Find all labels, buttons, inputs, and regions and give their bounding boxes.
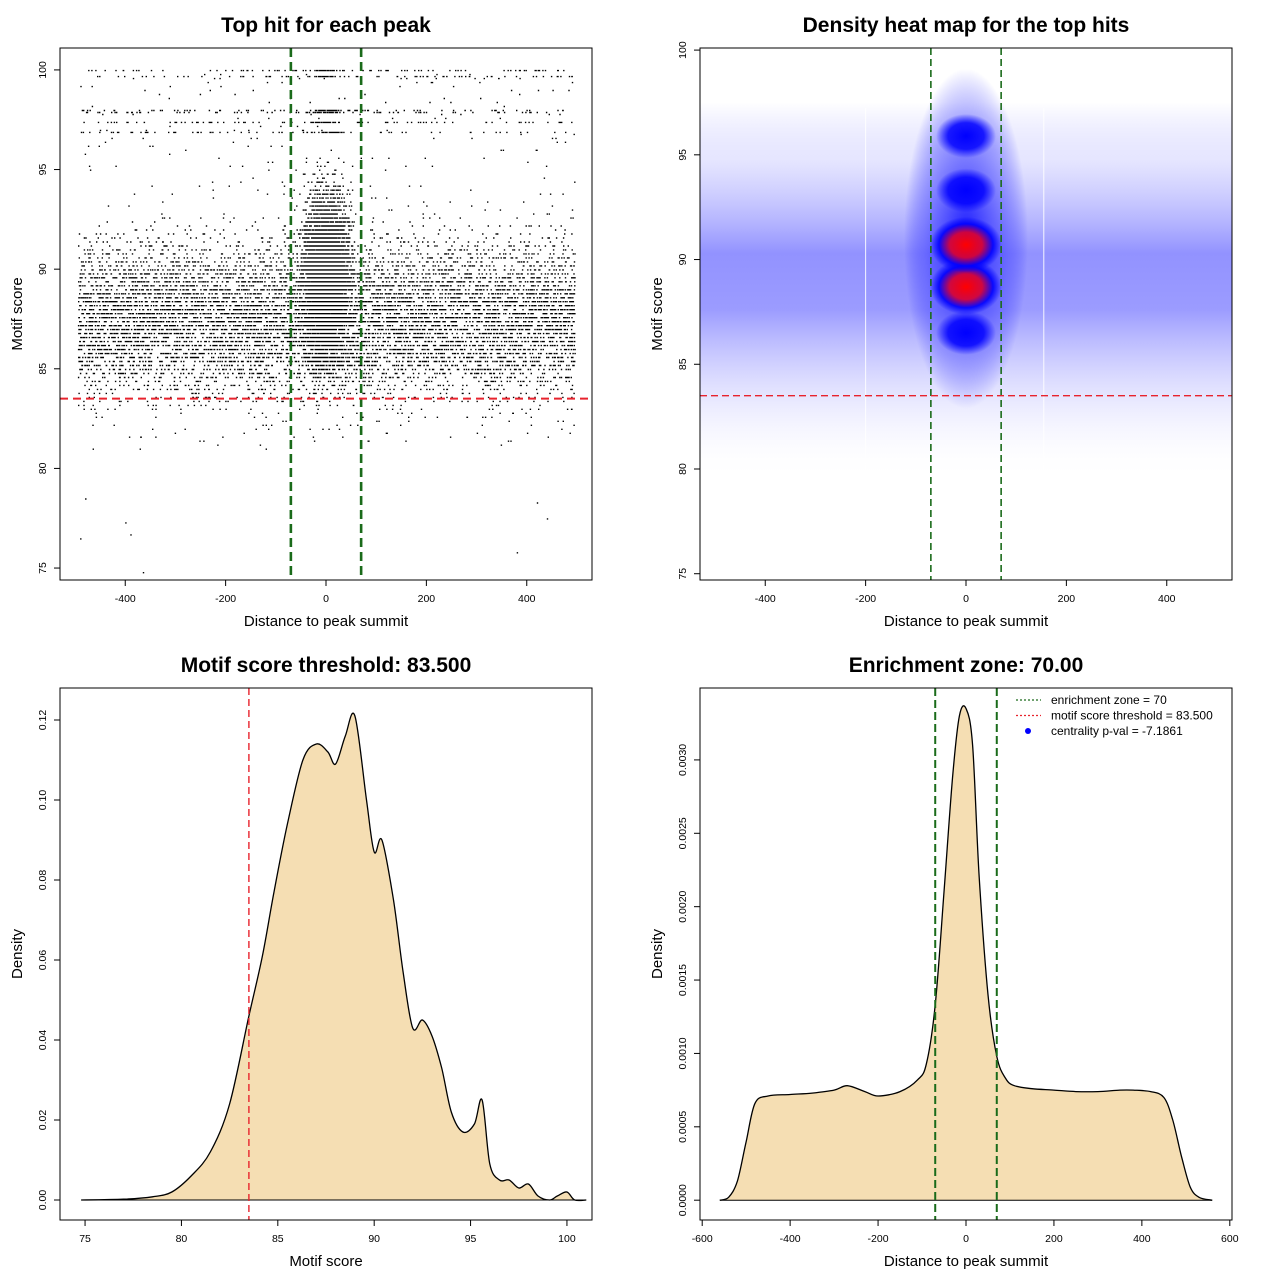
x-tick-label: 600 (1221, 1233, 1239, 1245)
scatter-point (77, 69, 576, 574)
legend-entry-label: centrality p-val = -7.1861 (1051, 724, 1183, 738)
y-tick-label: 75 (677, 568, 689, 580)
density-fill (719, 705, 1213, 1201)
y-tick-label: 0.0025 (677, 817, 689, 849)
y-tick-label: 75 (37, 562, 49, 574)
x-tick-label: 200 (1058, 593, 1076, 605)
y-tick-label: 0.0005 (677, 1111, 689, 1143)
x-tick-label: 85 (272, 1233, 284, 1245)
density-fill (81, 713, 587, 1201)
heatmap-hotspot (936, 113, 996, 158)
y-tick-label: 90 (37, 263, 49, 275)
y-tick-label: 0.0030 (677, 744, 689, 776)
y-tick-label: 0.08 (37, 870, 49, 891)
x-tick-label: -400 (780, 1233, 801, 1245)
x-tick-label: 400 (1158, 593, 1176, 605)
panel-4-frame (699, 687, 1233, 1221)
x-tick-label: 100 (558, 1233, 576, 1245)
y-tick-label: 0.00 (37, 1190, 49, 1211)
heatmap-hotspot (930, 258, 1002, 315)
x-tick-label: 80 (176, 1233, 188, 1245)
panel-3-x-axis-label: Motif score (289, 1253, 362, 1270)
x-tick-label: -400 (115, 593, 136, 605)
y-tick-label: 100 (677, 41, 689, 59)
y-tick-label: 0.04 (37, 1030, 49, 1051)
y-tick-label: 85 (37, 363, 49, 375)
density-layer (81, 712, 587, 1202)
legend-entry-label: motif score threshold = 83.500 (1051, 709, 1213, 723)
legend-point-marker (1025, 728, 1031, 734)
x-tick-label: 75 (79, 1233, 91, 1245)
y-tick-label: 0.12 (37, 710, 49, 731)
x-tick-label: 0 (323, 593, 329, 605)
y-tick-label: 0.0020 (677, 890, 689, 922)
panel-3-y-axis-label: Density (9, 928, 26, 979)
x-tick-label: -400 (755, 593, 776, 605)
y-tick-label: 0.02 (37, 1110, 49, 1131)
x-tick-label: -200 (868, 1233, 889, 1245)
x-tick-label: 400 (518, 593, 536, 605)
panel-4-title: Enrichment zone: 70.00 (849, 654, 1084, 677)
panel-2-y-axis-label: Motif score (649, 277, 666, 350)
legend-entry-label: enrichment zone = 70 (1051, 693, 1167, 707)
x-tick-label: 90 (368, 1233, 380, 1245)
y-tick-label: 95 (37, 164, 49, 176)
panel-1-y-axis-label: Motif score (9, 277, 26, 350)
x-tick-label: 95 (465, 1233, 477, 1245)
panel-1-frame (59, 47, 593, 581)
y-tick-label: 100 (37, 61, 49, 79)
panel-4-y-axis-label: Density (649, 928, 666, 979)
x-tick-label: 200 (418, 593, 436, 605)
x-tick-label: -600 (692, 1233, 713, 1245)
y-tick-label: 0.0000 (677, 1184, 689, 1216)
y-tick-label: 95 (677, 149, 689, 161)
heatmap-layer (700, 68, 1232, 480)
scatter-points-layer (77, 69, 576, 574)
panel-2-x-axis-label: Distance to peak summit (884, 613, 1049, 630)
y-tick-label: 85 (677, 358, 689, 370)
x-tick-label: 400 (1133, 1233, 1151, 1245)
heatmap-hotspot (936, 310, 996, 355)
x-tick-label: -200 (215, 593, 236, 605)
density-layer (719, 705, 1213, 1201)
x-tick-label: 200 (1045, 1233, 1063, 1245)
y-tick-label: 0.06 (37, 950, 49, 971)
heatmap-hotspot (936, 168, 996, 213)
panel-1-title: Top hit for each peak (221, 14, 431, 37)
density-curve (81, 712, 587, 1202)
panel-2-title: Density heat map for the top hits (803, 14, 1130, 37)
y-tick-label: 0.0010 (677, 1037, 689, 1069)
panel-3-title: Motif score threshold: 83.500 (181, 654, 472, 677)
heatmap-hotspot (930, 216, 1002, 273)
y-tick-label: 80 (37, 462, 49, 474)
panel-3-frame (59, 687, 593, 1221)
panel-4-x-axis-label: Distance to peak summit (884, 1253, 1049, 1270)
density-curve (719, 705, 1213, 1201)
x-tick-label: 0 (963, 1233, 969, 1245)
x-tick-label: 0 (963, 593, 969, 605)
panel-1-x-axis-label: Distance to peak summit (244, 613, 409, 630)
y-tick-label: 0.10 (37, 790, 49, 811)
panel-2-frame (699, 47, 1233, 581)
y-tick-label: 90 (677, 254, 689, 266)
x-tick-label: -200 (855, 593, 876, 605)
y-tick-label: 80 (677, 463, 689, 475)
y-tick-label: 0.0015 (677, 964, 689, 996)
